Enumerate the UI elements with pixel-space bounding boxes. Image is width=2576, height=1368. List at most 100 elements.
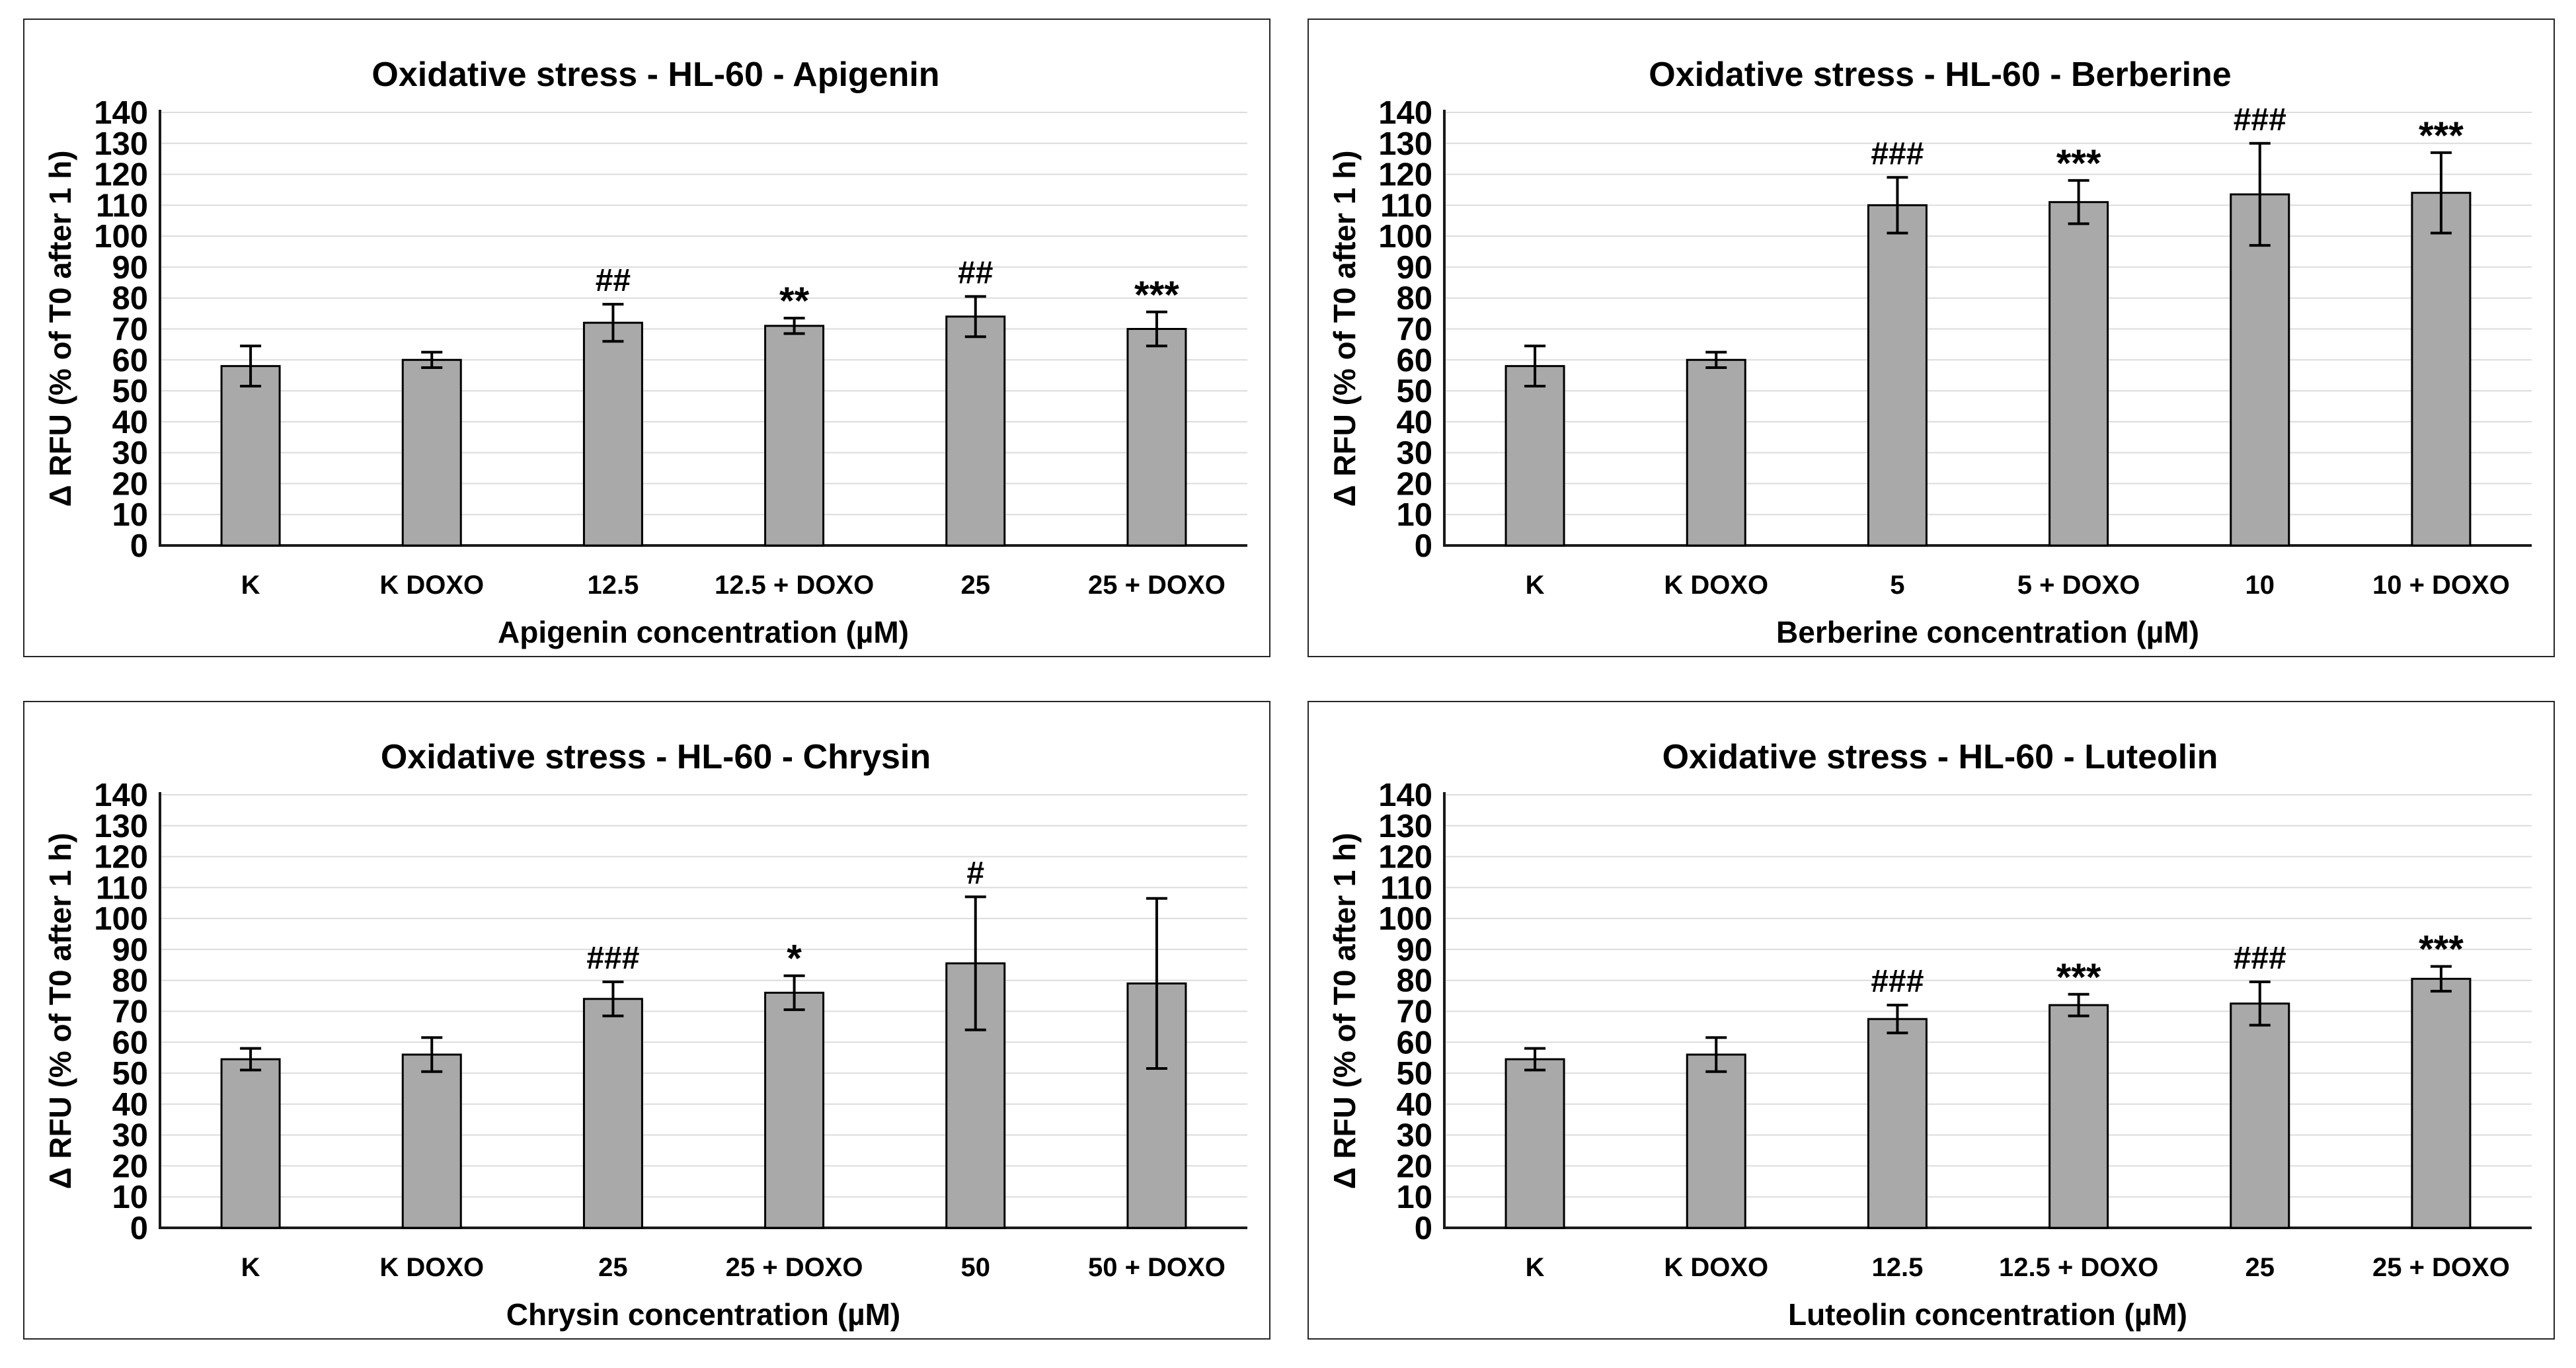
y-tick-label: 100 [1378,901,1432,937]
y-tick-label: 140 [94,95,148,131]
error-bar [602,303,624,343]
category-label: 12.5 + DOXO [1999,1253,2158,1282]
bar-5 + DOXO [2049,201,2109,547]
y-tick-label: 90 [112,932,148,968]
error-bar [421,350,443,369]
chart-panel-luteolin: Oxidative stress - HL-60 - Luteolin Δ RF… [1308,701,2555,1340]
category-label: 5 + DOXO [2017,571,2140,600]
y-tick-label: 130 [1378,126,1432,162]
y-tick-label: 120 [1378,157,1432,193]
y-tick-label: 140 [1378,778,1432,813]
significance-label: ## [596,263,631,298]
y-tick-label: 120 [94,157,148,193]
significance-label: ## [958,255,993,290]
bar-chart-luteolin: Oxidative stress - HL-60 - Luteolin Δ RF… [1327,738,2532,1332]
x-axis-title: Apigenin concentration (µM) [498,615,909,649]
error-bar [1524,344,1546,388]
y-tick-label: 120 [94,840,148,875]
y-axis-title: Δ RFU (% of T0 after 1 h) [43,832,77,1189]
error-bar [1887,176,1908,235]
significance-label: ### [1871,136,1924,171]
y-tick-label: 140 [1378,95,1432,131]
category-label: K DOXO [379,1253,484,1282]
y-tick-label: 50 [112,1056,148,1092]
y-tick-label: 10 [1396,497,1432,533]
category-label: K [241,1253,260,1282]
y-tick-label: 70 [112,312,148,348]
error-bar [2249,981,2271,1027]
error-bar [2068,992,2089,1018]
category-label: 25 [598,1253,628,1282]
y-tick-label: 30 [112,436,148,471]
y-tick-label: 10 [112,497,148,533]
significance-label: * [787,938,802,981]
chart-title: Oxidative stress - HL-60 - Berberine [1649,56,2231,94]
category-label: 25 [961,571,991,600]
y-tick-label: 0 [1415,528,1432,564]
error-bar [783,974,805,1012]
y-axis-title: Δ RFU (% of T0 after 1 h) [1327,832,1362,1189]
y-tick-label: 60 [1396,1025,1432,1061]
category-label: 50 + DOXO [1088,1253,1226,1282]
y-axis-title: Δ RFU (% of T0 after 1 h) [1327,150,1362,506]
y-tick-label: 40 [112,405,148,440]
y-tick-label: 90 [1396,932,1432,968]
y-tick-label: 130 [94,126,148,162]
bar-5 [1867,204,1928,547]
error-bar [1146,310,1167,348]
bar-25 [945,315,1006,547]
y-tick-label: 20 [112,466,148,502]
bar-K DOXO [1686,358,1746,547]
bar-25 + DOXO [1126,328,1187,547]
bar-K DOXO [401,358,462,547]
category-label: 12.5 [587,571,639,600]
category-label: K [1526,1253,1545,1282]
bar-10 [2230,193,2290,547]
significance-label: *** [1134,274,1179,317]
category-label: K DOXO [1664,1253,1768,1282]
y-tick-label: 20 [1396,1148,1432,1184]
y-tick-label: 90 [1396,250,1432,286]
significance-label: ### [2234,102,2286,138]
bar-25 [2230,1002,2290,1229]
y-tick-label: 100 [94,219,148,255]
y-tick-label: 80 [1396,281,1432,317]
error-bar [783,317,805,335]
y-tick-label: 0 [130,1211,148,1246]
significance-label: *** [2056,142,2101,185]
category-label: K DOXO [379,571,484,600]
bar-12.5 [582,321,643,547]
y-tick-label: 110 [1380,188,1432,223]
x-axis-title: Chrysin concentration (µM) [506,1297,900,1332]
category-label: K [241,571,260,600]
chart-panel-apigenin: Oxidative stress - HL-60 - Apigenin Δ RF… [23,19,1270,657]
y-tick-label: 100 [1378,219,1432,255]
significance-label: *** [2419,928,2464,971]
bar-K DOXO [401,1053,462,1229]
chart-title: Oxidative stress - HL-60 - Luteolin [1662,738,2218,776]
significance-label: ### [1871,964,1924,999]
y-tick-label: 50 [112,374,148,409]
y-tick-label: 120 [1378,840,1432,875]
category-label: 25 [2245,1253,2275,1282]
bar-K [220,1058,281,1229]
y-tick-label: 70 [1396,994,1432,1030]
error-bar [1146,897,1167,1070]
y-tick-label: 20 [112,1148,148,1184]
y-tick-label: 90 [112,250,148,286]
y-tick-label: 20 [1396,466,1432,502]
category-label: 25 + DOXO [726,1253,863,1282]
error-bar [1524,1047,1546,1072]
category-label: K DOXO [1664,571,1768,600]
significance-label: *** [2056,956,2101,999]
category-label: 10 + DOXO [2372,571,2510,600]
significance-label: ### [586,941,639,976]
y-tick-label: 130 [94,809,148,844]
bar-chart-berberine: Oxidative stress - HL-60 - Berberine Δ R… [1327,56,2532,649]
y-tick-label: 110 [96,188,148,223]
error-bar [964,895,986,1031]
y-tick-label: 70 [112,994,148,1030]
bar-25 + DOXO [764,991,825,1229]
